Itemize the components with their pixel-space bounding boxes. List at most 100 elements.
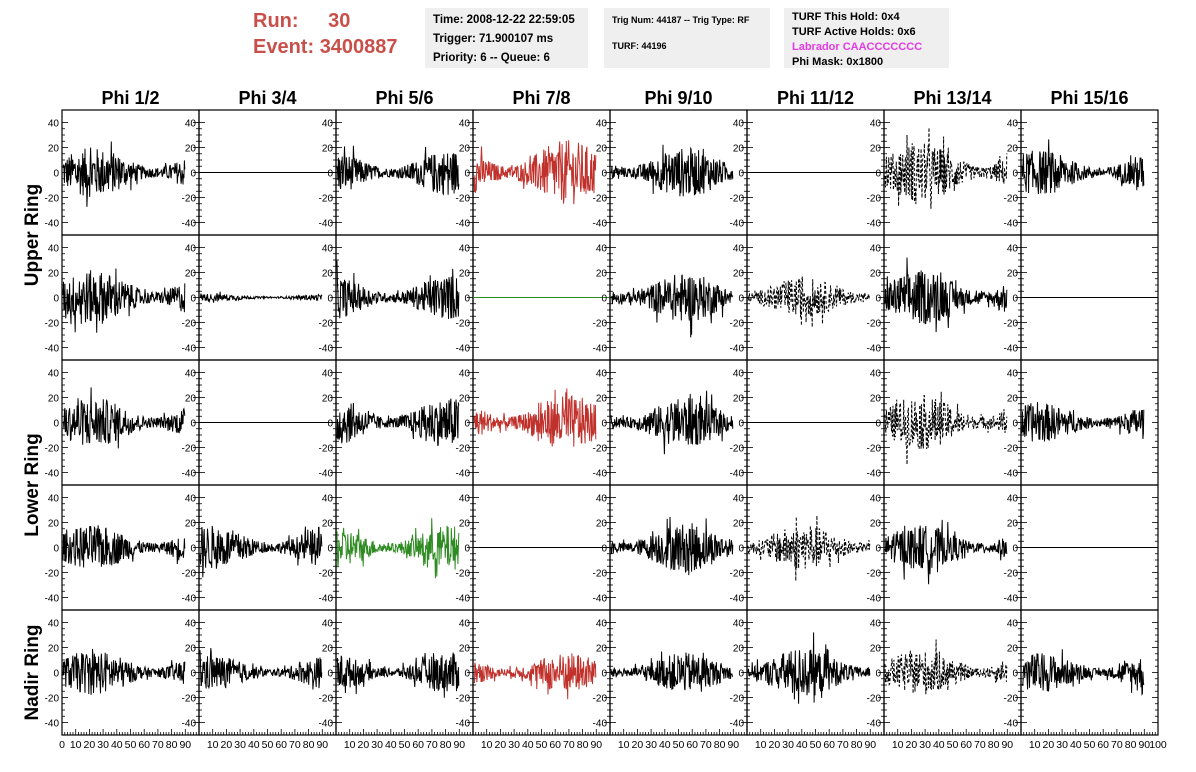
y-tick-label: -20: [182, 319, 197, 330]
x-tick-label: 60: [275, 739, 287, 751]
y-tick-label: 0: [601, 294, 607, 305]
x-tick-label: 60: [960, 739, 972, 751]
turf-info-box: TURF This Hold: 0x4 TURF Active Holds: 0…: [784, 8, 949, 68]
x-tick-label: 90: [1138, 739, 1150, 751]
trigger-text: Trigger: 71.900107 ms: [433, 33, 554, 45]
waveform-trace: [884, 519, 1008, 585]
y-tick-label: 20: [48, 144, 60, 155]
waveform-panel: -40 -20 0 20 40: [319, 359, 474, 486]
y-tick-label: -40: [867, 344, 882, 355]
x-tick-label: 50: [810, 739, 822, 751]
x-tick-label: 70: [563, 739, 575, 751]
waveform-trace: [199, 525, 323, 578]
y-tick-label: -20: [45, 569, 60, 580]
x-tick-label: 70: [1111, 739, 1123, 751]
x-tick-label: 60: [823, 739, 835, 751]
waveform-panel: -40 -20 0 20 40: [456, 609, 611, 736]
y-tick-label: 20: [459, 519, 471, 530]
x-tick-label: 80: [577, 739, 589, 751]
x-tick-label: 40: [522, 739, 534, 751]
y-tick-label: -40: [1004, 469, 1019, 480]
column-title: Phi 7/8: [512, 88, 570, 108]
waveform-panel: -40 -20 0 20 40: [182, 109, 337, 236]
x-tick-label: 10: [618, 739, 630, 751]
y-tick-label: -40: [730, 344, 745, 355]
turf-active-holds-text: TURF Active Holds: 0x6: [792, 26, 916, 38]
y-tick-label: -40: [456, 219, 471, 230]
column-title: Phi 11/12: [777, 88, 854, 108]
waveform-panel: -40 -20 0 20 40: [1004, 484, 1159, 611]
y-tick-label: -20: [1004, 694, 1019, 705]
y-tick-label: -20: [593, 319, 608, 330]
y-tick-label: -40: [730, 469, 745, 480]
x-tick-label: 50: [536, 739, 548, 751]
waveform-panel: -40 -20 0 20 40: [867, 359, 1022, 486]
waveform-trace: [62, 141, 186, 207]
y-tick-label: 20: [870, 519, 882, 530]
y-tick-label: 0: [464, 419, 470, 430]
y-tick-label: -20: [730, 694, 745, 705]
waveform-trace: [62, 525, 186, 568]
y-tick-label: 20: [459, 269, 471, 280]
y-tick-label: 0: [53, 669, 59, 680]
y-tick-label: 40: [459, 244, 471, 255]
y-tick-label: 0: [875, 419, 881, 430]
x-tick-label: 50: [262, 739, 274, 751]
y-tick-label: 0: [53, 419, 59, 430]
x-tick-label: 30: [97, 739, 109, 751]
waveform-trace: [199, 291, 323, 304]
y-tick-label: 40: [870, 244, 882, 255]
y-tick-label: 40: [733, 369, 745, 380]
run-label: Run:: [253, 10, 299, 32]
waveform-panel: -40 -20 0 20 40: [456, 109, 611, 236]
x-tick-label: 90: [179, 739, 191, 751]
y-tick-label: -20: [730, 444, 745, 455]
waveform-panel: -40 -20 0 20 40: [319, 609, 474, 736]
y-tick-label: 40: [733, 494, 745, 505]
y-tick-label: 20: [185, 644, 197, 655]
waveform-trace: [62, 387, 186, 449]
x-tick-label: 30: [508, 739, 520, 751]
y-tick-label: -20: [1004, 569, 1019, 580]
waveform-trace: [336, 652, 460, 698]
y-tick-label: 40: [48, 369, 60, 380]
y-tick-label: 0: [190, 294, 196, 305]
y-tick-label: -20: [867, 194, 882, 205]
waveform-panel: -40 -20 0 20 40: [593, 609, 748, 736]
x-tick-label: 100: [1149, 739, 1167, 751]
y-tick-label: 20: [459, 144, 471, 155]
y-tick-label: 40: [733, 244, 745, 255]
y-tick-label: 20: [870, 394, 882, 405]
x-tick-label: 20: [769, 739, 781, 751]
x-tick-label: 90: [864, 739, 876, 751]
y-tick-label: 40: [185, 494, 197, 505]
x-tick-label: 40: [385, 739, 397, 751]
y-tick-label: -20: [730, 569, 745, 580]
y-tick-label: -40: [1004, 594, 1019, 605]
x-tick-label: 60: [1097, 739, 1109, 751]
turf-this-hold-text: TURF This Hold: 0x4: [792, 11, 900, 23]
y-tick-label: 20: [596, 644, 608, 655]
ring-label: Upper Ring: [22, 184, 43, 286]
y-tick-label: 40: [322, 369, 334, 380]
y-tick-label: -20: [319, 694, 334, 705]
x-tick-label: 80: [440, 739, 452, 751]
y-tick-label: -40: [730, 594, 745, 605]
y-tick-label: -40: [182, 469, 197, 480]
y-tick-label: -20: [45, 194, 60, 205]
x-tick-label: 50: [1084, 739, 1096, 751]
y-tick-label: 0: [738, 669, 744, 680]
waveform-panel: -40 -20 0 20 40: [319, 234, 474, 361]
y-tick-label: 0: [875, 294, 881, 305]
y-tick-label: 0: [601, 544, 607, 555]
waveform-trace: [336, 260, 460, 319]
y-tick-label: -20: [867, 319, 882, 330]
waveform-panel: -40 -20 0 20 40: [182, 609, 337, 736]
waveform-trace: [1021, 139, 1145, 195]
column-title: Phi 13/14: [913, 88, 991, 108]
y-tick-label: 0: [601, 419, 607, 430]
x-tick-label: 10: [344, 739, 356, 751]
y-tick-label: -40: [1004, 719, 1019, 730]
y-tick-label: 40: [185, 244, 197, 255]
waveform-panel: -40 -20 0 20 40: [867, 484, 1022, 611]
